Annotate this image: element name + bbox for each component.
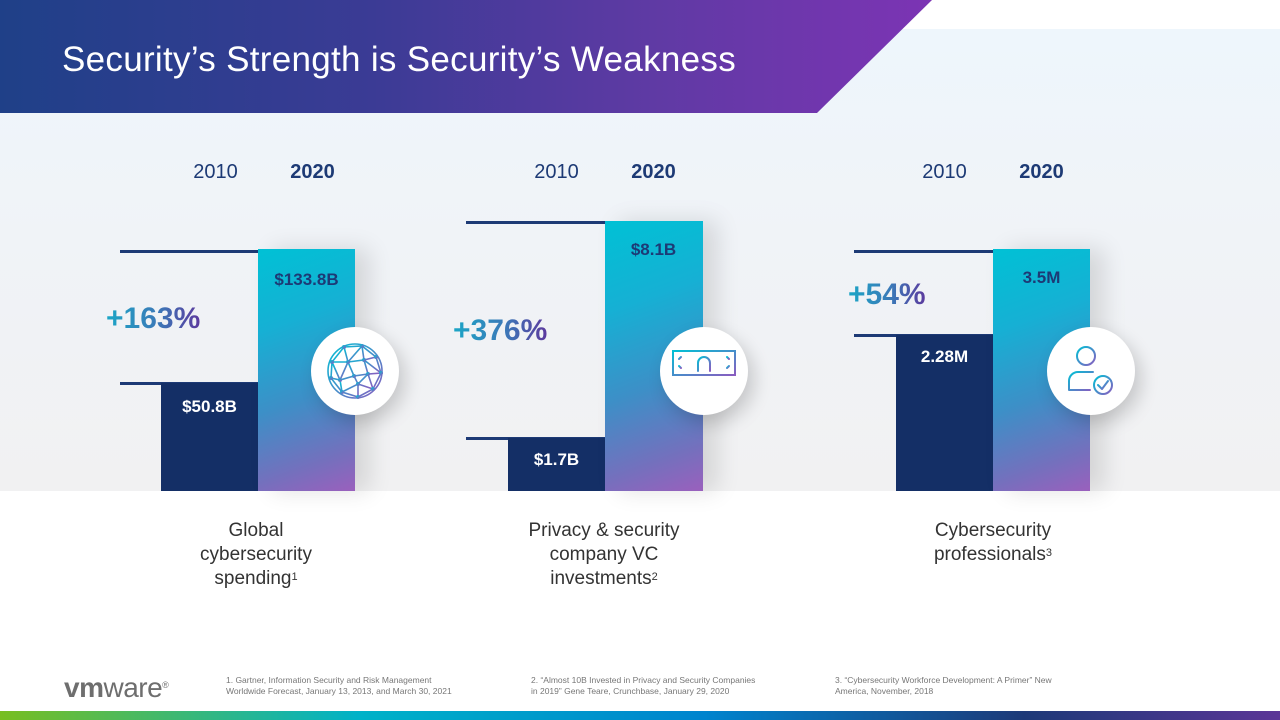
verified-user-icon (1068, 346, 1113, 395)
footnote-ref: 1 (291, 571, 298, 583)
change-percent: +54% (848, 278, 926, 311)
vmware-logo: vmware® (64, 672, 169, 704)
bar-2010 (896, 335, 993, 491)
bar-2010 (508, 438, 605, 491)
title-banner (0, 0, 932, 113)
year-label-2020: 2020 (1019, 161, 1064, 183)
logo-registered: ® (162, 680, 169, 690)
change-percent: +163% (106, 302, 201, 335)
max-line (466, 221, 606, 224)
banknote-icon (672, 350, 736, 389)
icon-badge (1047, 327, 1135, 415)
year-label-2010: 2010 (922, 161, 967, 183)
footnote-line: in 2019” Gene Teare, Crunchbase, January… (531, 686, 730, 696)
logo-ware: ware (103, 672, 163, 703)
value-label-2020: 3.5M (1022, 268, 1061, 287)
footnote-ref: 2 (651, 571, 658, 583)
value-label-2020: $133.8B (274, 270, 339, 289)
value-label-2020: $8.1B (630, 240, 677, 259)
footnote-line: 3. “Cybersecurity Workforce Development:… (835, 675, 1052, 685)
year-label-2020: 2020 (631, 161, 676, 183)
logo-vm: vm (64, 672, 104, 703)
footnote-ref: 3 (1045, 547, 1053, 559)
chart-label: Global cybersecurity spending1 (126, 519, 386, 591)
label-text: spending (214, 568, 292, 589)
icon-badge (660, 327, 748, 415)
value-label-2010: $1.7B (533, 450, 580, 469)
label-text: professionals (933, 544, 1046, 565)
chart-label: Privacy & security company VC investment… (474, 519, 734, 591)
page-title: Security’s Strength is Security’s Weakne… (62, 40, 736, 79)
label-line: company VC (549, 544, 659, 565)
label-line: Cybersecurity (934, 520, 1052, 541)
label-line: spending1 (126, 567, 386, 591)
footnote-line: 1. Gartner, Information Security and Ris… (226, 675, 432, 685)
footnote-1: 1. Gartner, Information Security and Ris… (226, 675, 506, 697)
label-line: cybersecurity (200, 544, 312, 565)
year-label-2020: 2020 (290, 161, 335, 183)
footnote-line: Worldwide Forecast, January 13, 2013, an… (226, 686, 452, 696)
max-line (854, 250, 994, 253)
label-line: Privacy & security (528, 520, 680, 541)
footnote-3: 3. “Cybersecurity Workforce Development:… (835, 675, 1115, 697)
footnote-line: America, November, 2018 (835, 686, 934, 696)
network-globe-icon (327, 343, 384, 399)
footnote-line: 2. “Almost 10B Invested in Privacy and S… (531, 675, 756, 685)
value-label-2010: 2.28M (920, 347, 969, 366)
label-line: professionals3 (863, 543, 1123, 567)
label-text: investments (550, 568, 652, 589)
brand-gradient-bar (0, 711, 1280, 720)
icon-badge (311, 327, 399, 415)
year-label-2010: 2010 (193, 161, 238, 183)
footnote-2: 2. “Almost 10B Invested in Privacy and S… (531, 675, 811, 697)
label-line: Global (228, 520, 284, 541)
bar-2010 (161, 383, 258, 491)
max-line (120, 250, 260, 253)
change-percent: +376% (453, 314, 548, 347)
value-label-2010: $50.8B (182, 397, 237, 416)
year-label-2010: 2010 (534, 161, 579, 183)
chart-label: Cybersecurity professionals3 (863, 519, 1123, 567)
label-line: investments2 (474, 567, 734, 591)
